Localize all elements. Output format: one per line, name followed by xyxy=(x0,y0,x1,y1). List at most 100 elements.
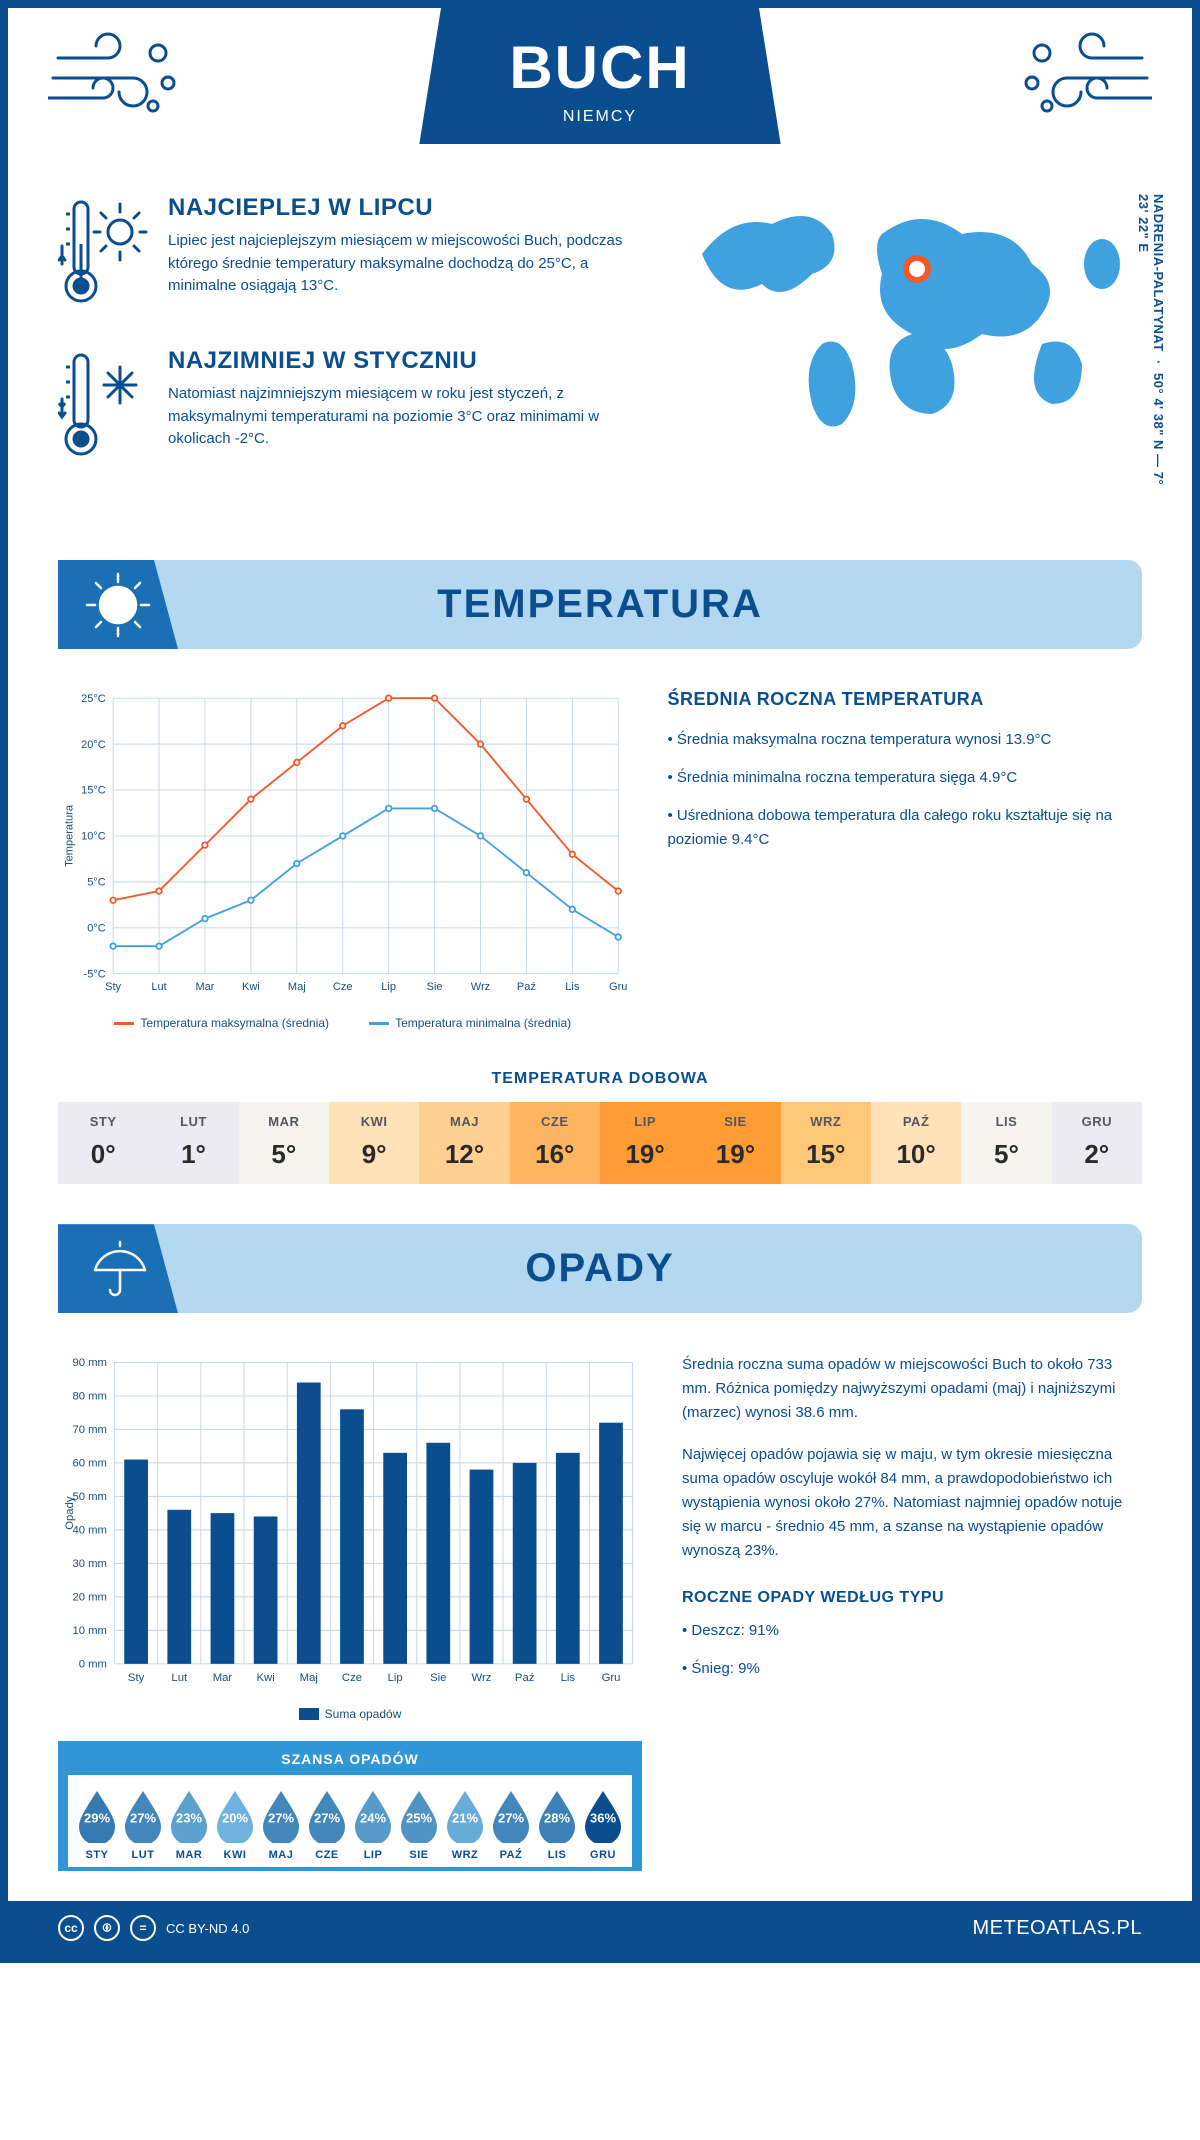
daily-temp-cell: GRU2° xyxy=(1052,1102,1142,1184)
precip-text: Średnia roczna suma opadów w miejscowośc… xyxy=(682,1353,1142,1871)
precip-p2: Najwięcej opadów pojawia się w maju, w t… xyxy=(682,1443,1142,1563)
svg-text:Wrz: Wrz xyxy=(471,981,490,993)
section-title-precip: OPADY xyxy=(98,1246,1102,1291)
svg-text:Lut: Lut xyxy=(151,981,166,993)
svg-text:50 mm: 50 mm xyxy=(72,1491,107,1503)
temperature-chart-row: -5°C0°C5°C10°C15°C20°C25°CStyLutMarKwiMa… xyxy=(8,679,1192,1060)
svg-text:Sie: Sie xyxy=(427,981,443,993)
daily-temp-cell: KWI9° xyxy=(329,1102,419,1184)
svg-text:0 mm: 0 mm xyxy=(79,1659,107,1671)
svg-text:15°C: 15°C xyxy=(81,785,106,797)
precip-bar-chart: 0 mm10 mm20 mm30 mm40 mm50 mm60 mm70 mm8… xyxy=(58,1353,642,1692)
svg-text:Lip: Lip xyxy=(381,981,396,993)
temperature-line-chart: -5°C0°C5°C10°C15°C20°C25°CStyLutMarKwiMa… xyxy=(58,689,627,1001)
daily-temp-cell: STY0° xyxy=(58,1102,148,1184)
svg-text:Gru: Gru xyxy=(609,981,627,993)
svg-text:25°C: 25°C xyxy=(81,693,106,705)
country-subtitle: NIEMCY xyxy=(509,108,690,126)
precip-p1: Średnia roczna suma opadów w miejscowośc… xyxy=(682,1353,1142,1425)
precip-type-title: ROCZNE OPADY WEDŁUG TYPU xyxy=(682,1589,1142,1607)
daily-temp-table: STY0°LUT1°MAR5°KWI9°MAJ12°CZE16°LIP19°SI… xyxy=(58,1102,1142,1184)
fact-coldest: NAJZIMNIEJ W STYCZNIU Natomiast najzimni… xyxy=(58,347,642,472)
daily-temp-cell: PAŹ10° xyxy=(871,1102,961,1184)
fact-warm-title: NAJCIEPLEJ W LIPCU xyxy=(168,194,642,222)
svg-text:Cze: Cze xyxy=(333,981,353,993)
precip-chart-row: 0 mm10 mm20 mm30 mm40 mm50 mm60 mm70 mm8… xyxy=(8,1343,1192,1901)
intro-row: NAJCIEPLEJ W LIPCU Lipiec jest najcieple… xyxy=(8,174,1192,540)
chance-drop: 27%CZE xyxy=(304,1787,350,1861)
daily-temp-cell: MAJ12° xyxy=(419,1102,509,1184)
svg-text:Maj: Maj xyxy=(288,981,306,993)
thermometer-snow-icon xyxy=(58,347,148,472)
temp-bullets-title: ŚREDNIA ROCZNA TEMPERATURA xyxy=(667,689,1142,710)
chance-drop: 27%MAJ xyxy=(258,1787,304,1861)
svg-text:40 mm: 40 mm xyxy=(72,1525,107,1537)
city-title: BUCH xyxy=(509,33,690,102)
fact-cold-title: NAJZIMNIEJ W STYCZNIU xyxy=(168,347,642,375)
svg-text:Sty: Sty xyxy=(128,1672,145,1684)
chance-drop: 27%PAŹ xyxy=(488,1787,534,1861)
svg-text:5°C: 5°C xyxy=(87,877,106,889)
chance-drop: 29%STY xyxy=(74,1787,120,1861)
chance-drop: 28%LIS xyxy=(534,1787,580,1861)
chance-drop: 21%WRZ xyxy=(442,1787,488,1861)
chance-drop: 27%LUT xyxy=(120,1787,166,1861)
daily-temp-cell: WRZ15° xyxy=(781,1102,871,1184)
svg-text:Wrz: Wrz xyxy=(472,1672,492,1684)
svg-text:Sie: Sie xyxy=(430,1672,446,1684)
svg-text:90 mm: 90 mm xyxy=(72,1357,107,1369)
svg-text:80 mm: 80 mm xyxy=(72,1391,107,1403)
title-banner: BUCH NIEMCY xyxy=(419,8,780,144)
temp-bullet: • Średnia minimalna roczna temperatura s… xyxy=(667,766,1142,790)
precip-chance-box: SZANSA OPADÓW 29%STY27%LUT23%MAR20%KWI27… xyxy=(58,1741,642,1871)
chance-drop: 24%LIP xyxy=(350,1787,396,1861)
temp-bullets: ŚREDNIA ROCZNA TEMPERATURA • Średnia mak… xyxy=(667,689,1142,1030)
chance-drop: 36%GRU xyxy=(580,1787,626,1861)
coordinates-label: NADRENIA-PALATYNAT · 50° 4' 38" N — 7° 2… xyxy=(1136,194,1166,500)
svg-text:Kwi: Kwi xyxy=(242,981,260,993)
precip-type-item: • Deszcz: 91% xyxy=(682,1619,1142,1643)
svg-text:Lis: Lis xyxy=(561,1672,576,1684)
nd-icon: = xyxy=(130,1915,156,1941)
by-icon: 🅯 xyxy=(94,1915,120,1941)
svg-text:Gru: Gru xyxy=(602,1672,621,1684)
svg-text:Opady: Opady xyxy=(64,1496,76,1530)
svg-text:30 mm: 30 mm xyxy=(72,1558,107,1570)
svg-text:10 mm: 10 mm xyxy=(72,1625,107,1637)
temp-chart-legend: Temperatura maksymalna (średnia) Tempera… xyxy=(58,1016,627,1030)
daily-temp-cell: LIS5° xyxy=(961,1102,1051,1184)
footer: cc 🅯 = CC BY-ND 4.0 METEOATLAS.PL xyxy=(8,1901,1192,1955)
chance-title: SZANSA OPADÓW xyxy=(68,1751,632,1767)
svg-text:Cze: Cze xyxy=(342,1672,362,1684)
svg-text:0°C: 0°C xyxy=(87,922,106,934)
temp-bullet: • Uśredniona dobowa temperatura dla całe… xyxy=(667,804,1142,852)
license-text: CC BY-ND 4.0 xyxy=(166,1921,249,1936)
svg-text:20 mm: 20 mm xyxy=(72,1592,107,1604)
fact-warmest: NAJCIEPLEJ W LIPCU Lipiec jest najcieple… xyxy=(58,194,642,319)
chance-drop: 20%KWI xyxy=(212,1787,258,1861)
section-title-temp: TEMPERATURA xyxy=(98,582,1102,627)
temp-bullet: • Średnia maksymalna roczna temperatura … xyxy=(667,728,1142,752)
section-precipitation: OPADY xyxy=(58,1224,1142,1313)
site-name: METEOATLAS.PL xyxy=(972,1917,1142,1940)
svg-text:Lip: Lip xyxy=(388,1672,403,1684)
svg-text:Temperatura: Temperatura xyxy=(64,804,76,867)
wind-icon-left xyxy=(48,28,188,142)
svg-text:-5°C: -5°C xyxy=(84,968,106,980)
daily-temp-cell: MAR5° xyxy=(239,1102,329,1184)
wind-icon-right xyxy=(1012,28,1152,142)
daily-temp-cell: SIE19° xyxy=(690,1102,780,1184)
svg-text:Lis: Lis xyxy=(565,981,580,993)
chance-drop: 25%SIE xyxy=(396,1787,442,1861)
svg-text:70 mm: 70 mm xyxy=(72,1424,107,1436)
svg-text:Lut: Lut xyxy=(171,1672,188,1684)
svg-text:Maj: Maj xyxy=(300,1672,318,1684)
svg-text:Mar: Mar xyxy=(213,1672,233,1684)
sun-icon xyxy=(58,560,178,649)
cc-icon: cc xyxy=(58,1915,84,1941)
fact-cold-text: Natomiast najzimniejszym miesiącem w rok… xyxy=(168,383,642,451)
svg-text:Sty: Sty xyxy=(105,981,121,993)
daily-temp-title: TEMPERATURA DOBOWA xyxy=(8,1070,1192,1088)
svg-text:Mar: Mar xyxy=(195,981,214,993)
svg-text:20°C: 20°C xyxy=(81,739,106,751)
